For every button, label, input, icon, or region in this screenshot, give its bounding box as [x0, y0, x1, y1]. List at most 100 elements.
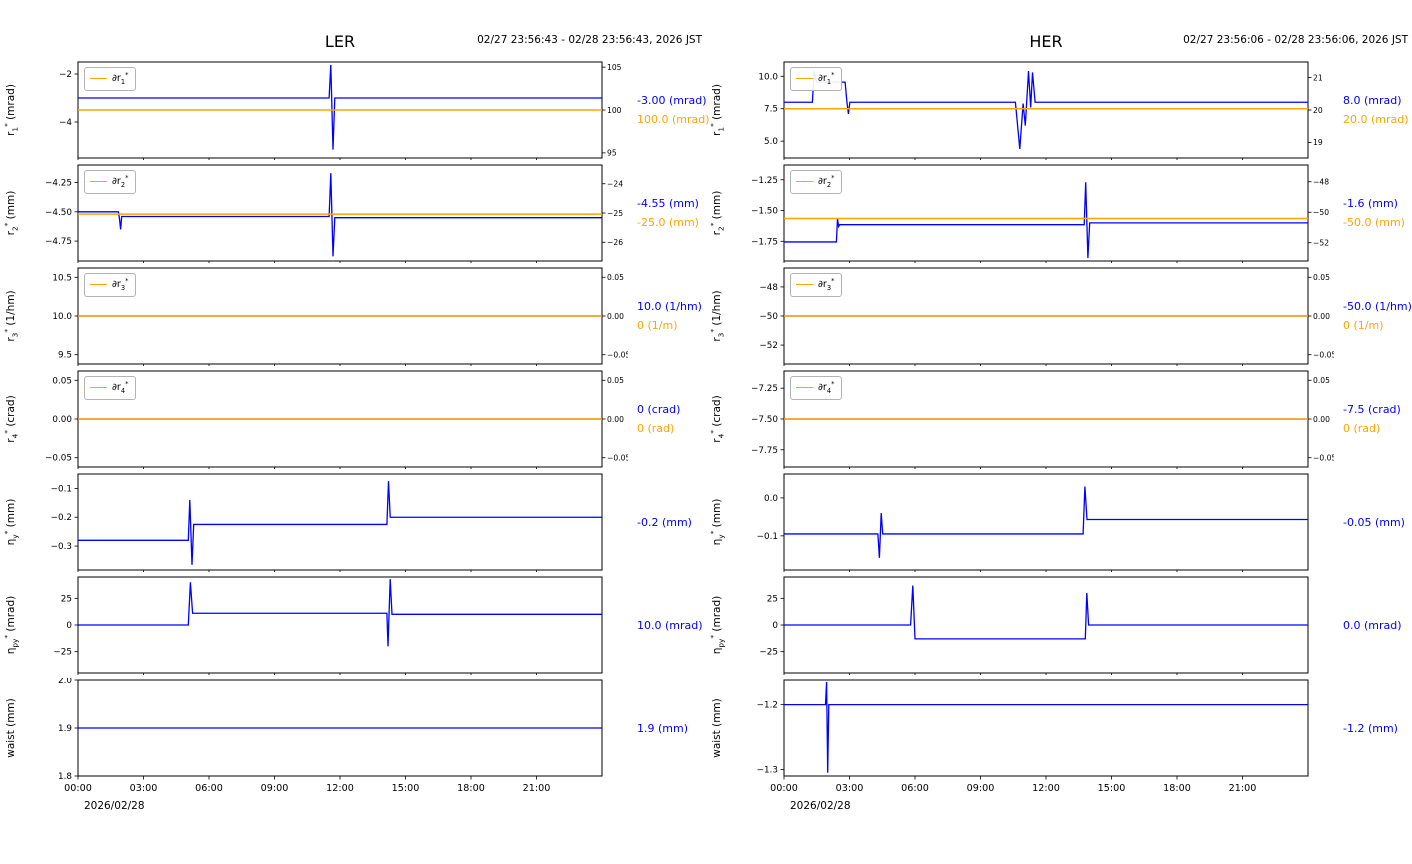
svg-text:−0.1: −0.1	[51, 484, 72, 494]
y-tick-labels: 2.0 1.9 1.8	[58, 678, 78, 782]
svg-text:00:00: 00:00	[770, 783, 798, 794]
ler-r4-chart: 0.05 0.00 −0.05 0.05 0.00 −0.05	[45, 370, 628, 469]
her-r3-chart: −48 −50 −52 0.05 0.00 −0.05	[759, 267, 1334, 366]
etapy-measured-series	[78, 579, 602, 647]
svg-text:−48: −48	[759, 283, 778, 293]
svg-text:0.05: 0.05	[52, 376, 72, 386]
y-axis-label: waist (mm)	[711, 698, 723, 758]
svg-text:−4.25: −4.25	[45, 179, 72, 189]
y-axis-label: ηpy* (mrad)	[2, 595, 20, 655]
svg-text:09:00: 09:00	[967, 783, 995, 794]
measured-value: 0.0 (mrad)	[1343, 618, 1402, 632]
y-tick-labels: 0.0 −0.1	[757, 494, 784, 542]
her-title: HER	[1029, 32, 1063, 51]
her-panel-etapy: ηpy* (mrad) 25 0 −25 0.0 (mrad)	[706, 575, 1412, 675]
her-panel-r3: r3* (1/hm) −48 −50 −52 0.05 0.00 −0.05 ∂r3* -50.…	[706, 266, 1412, 366]
current-values: 0 (crad) 0 (rad)	[628, 369, 706, 469]
y-tick-labels: 10.5 10.0 9.5	[52, 273, 78, 361]
plot-frame	[77, 164, 603, 262]
svg-text:19: 19	[1313, 138, 1323, 147]
reference-value: 0 (rad)	[1343, 422, 1381, 435]
legend: ∂r3*	[790, 273, 843, 298]
measured-value: -1.6 (mm)	[1343, 197, 1398, 210]
measured-value: -0.2 (mm)	[637, 515, 692, 529]
reference-legend-swatch	[90, 181, 107, 183]
current-values: -0.2 (mm)	[628, 472, 706, 572]
x-tick-labels	[783, 158, 1243, 160]
x-tick-labels	[783, 467, 1243, 469]
y-tick-labels: −2 −4	[59, 70, 78, 128]
svg-text:0.00: 0.00	[607, 415, 624, 424]
ler-timerange: 02/27 23:56:43 - 02/28 23:56:43, 2026 JS…	[477, 34, 702, 46]
svg-text:−52: −52	[1313, 239, 1329, 248]
svg-text:25: 25	[767, 594, 778, 604]
svg-text:−1.50: −1.50	[751, 207, 778, 217]
right-tick-labels: −24 −25 −26	[602, 180, 623, 247]
svg-text:−25: −25	[607, 209, 623, 218]
x-tick-labels	[77, 673, 537, 675]
plots-1: r1* (mrad) 10.0 7.5 5.0 21 20 19 ∂r1* 8.0 (mrad)…	[706, 60, 1412, 812]
svg-text:−26: −26	[607, 238, 623, 247]
measured-value: -50.0 (1/hm)	[1343, 300, 1412, 313]
legend-label: ∂r2*	[112, 174, 129, 190]
ler-etay-chart: −0.1 −0.2 −0.3	[51, 473, 603, 572]
waist-measured-series	[784, 681, 1308, 773]
svg-text:−7.50: −7.50	[751, 415, 778, 425]
y-axis-label: ηpy* (mrad)	[708, 595, 726, 655]
y-tick-labels: −4.25 −4.50 −4.75	[45, 179, 78, 247]
reference-value: 20.0 (mrad)	[1343, 113, 1409, 126]
legend-label: ∂r3*	[818, 277, 835, 293]
svg-text:0: 0	[772, 621, 778, 631]
her-timerange: 02/27 23:56:06 - 02/28 23:56:06, 2026 JS…	[1183, 34, 1408, 46]
measured-value: -7.5 (crad)	[1343, 403, 1401, 416]
etapy-measured-series	[784, 585, 1308, 640]
her-r2-chart: −1.25 −1.50 −1.75 −48 −50 −52	[751, 164, 1329, 263]
svg-text:10.5: 10.5	[52, 273, 72, 283]
measured-value: 1.9 (mm)	[637, 721, 689, 735]
reference-legend-swatch	[796, 181, 813, 183]
svg-text:−1.2: −1.2	[757, 701, 778, 711]
svg-text:10.0: 10.0	[758, 72, 778, 82]
right-tick-labels: 21 20 19	[1308, 73, 1323, 147]
legend-label: ∂r2*	[818, 174, 835, 190]
y-tick-labels: −0.1 −0.2 −0.3	[51, 484, 78, 552]
x-tick-labels	[77, 158, 537, 160]
r2-measured-series	[78, 173, 602, 257]
svg-text:03:00: 03:00	[836, 783, 864, 794]
y-tick-labels: 10.0 7.5 5.0	[758, 72, 784, 147]
current-values: -0.05 (mm)	[1334, 472, 1412, 572]
plot-frame	[77, 473, 603, 571]
y-tick-labels: −1.2 −1.3	[757, 701, 784, 776]
reference-value: 0 (1/m)	[637, 319, 678, 332]
svg-text:0.00: 0.00	[52, 415, 72, 425]
right-tick-labels: 0.05 0.00 −0.05	[602, 273, 628, 360]
her-panel-r2: r2* (mm) −1.25 −1.50 −1.75 −48 −50 −52 ∂r2* -1.6…	[706, 163, 1412, 263]
svg-text:−24: −24	[607, 180, 623, 189]
svg-text:0.05: 0.05	[607, 376, 624, 385]
legend-label: ∂r1*	[818, 71, 835, 87]
reference-legend-swatch	[796, 284, 813, 286]
column-her: HER 02/27 23:56:06 - 02/28 23:56:06, 202…	[706, 28, 1412, 864]
plot-frame	[783, 164, 1309, 262]
her-panel-r1: r1* (mrad) 10.0 7.5 5.0 21 20 19 ∂r1* 8.0 (mrad)…	[706, 60, 1412, 160]
svg-text:−50: −50	[759, 312, 778, 322]
svg-text:18:00: 18:00	[1163, 783, 1191, 794]
y-axis-label: r2* (mm)	[708, 190, 726, 236]
reference-value: 0 (rad)	[637, 422, 675, 435]
svg-text:1.8: 1.8	[58, 772, 72, 782]
x-tick-labels	[77, 570, 537, 572]
x-tick-labels	[77, 261, 537, 263]
measured-value: -0.05 (mm)	[1343, 515, 1405, 529]
ler-etapy-chart: 25 0 −25	[53, 576, 603, 675]
y-tick-labels: 25 0 −25	[759, 594, 784, 658]
svg-text:21:00: 21:00	[523, 783, 551, 794]
ler-panel-r2: r2* (mm) −4.25 −4.50 −4.75 −24 −25 −26 ∂r2* -4.5…	[0, 163, 706, 263]
svg-text:−0.05: −0.05	[607, 454, 628, 463]
current-values: 10.0 (1/hm) 0 (1/m)	[628, 266, 706, 366]
svg-text:21:00: 21:00	[1229, 783, 1257, 794]
y-axis-label: r4* (crad)	[708, 395, 726, 443]
svg-text:−25: −25	[759, 648, 778, 658]
measured-value: -1.2 (mm)	[1343, 721, 1398, 735]
svg-text:−4.75: −4.75	[45, 237, 72, 247]
right-tick-labels: 0.05 0.00 −0.05	[1308, 273, 1334, 360]
